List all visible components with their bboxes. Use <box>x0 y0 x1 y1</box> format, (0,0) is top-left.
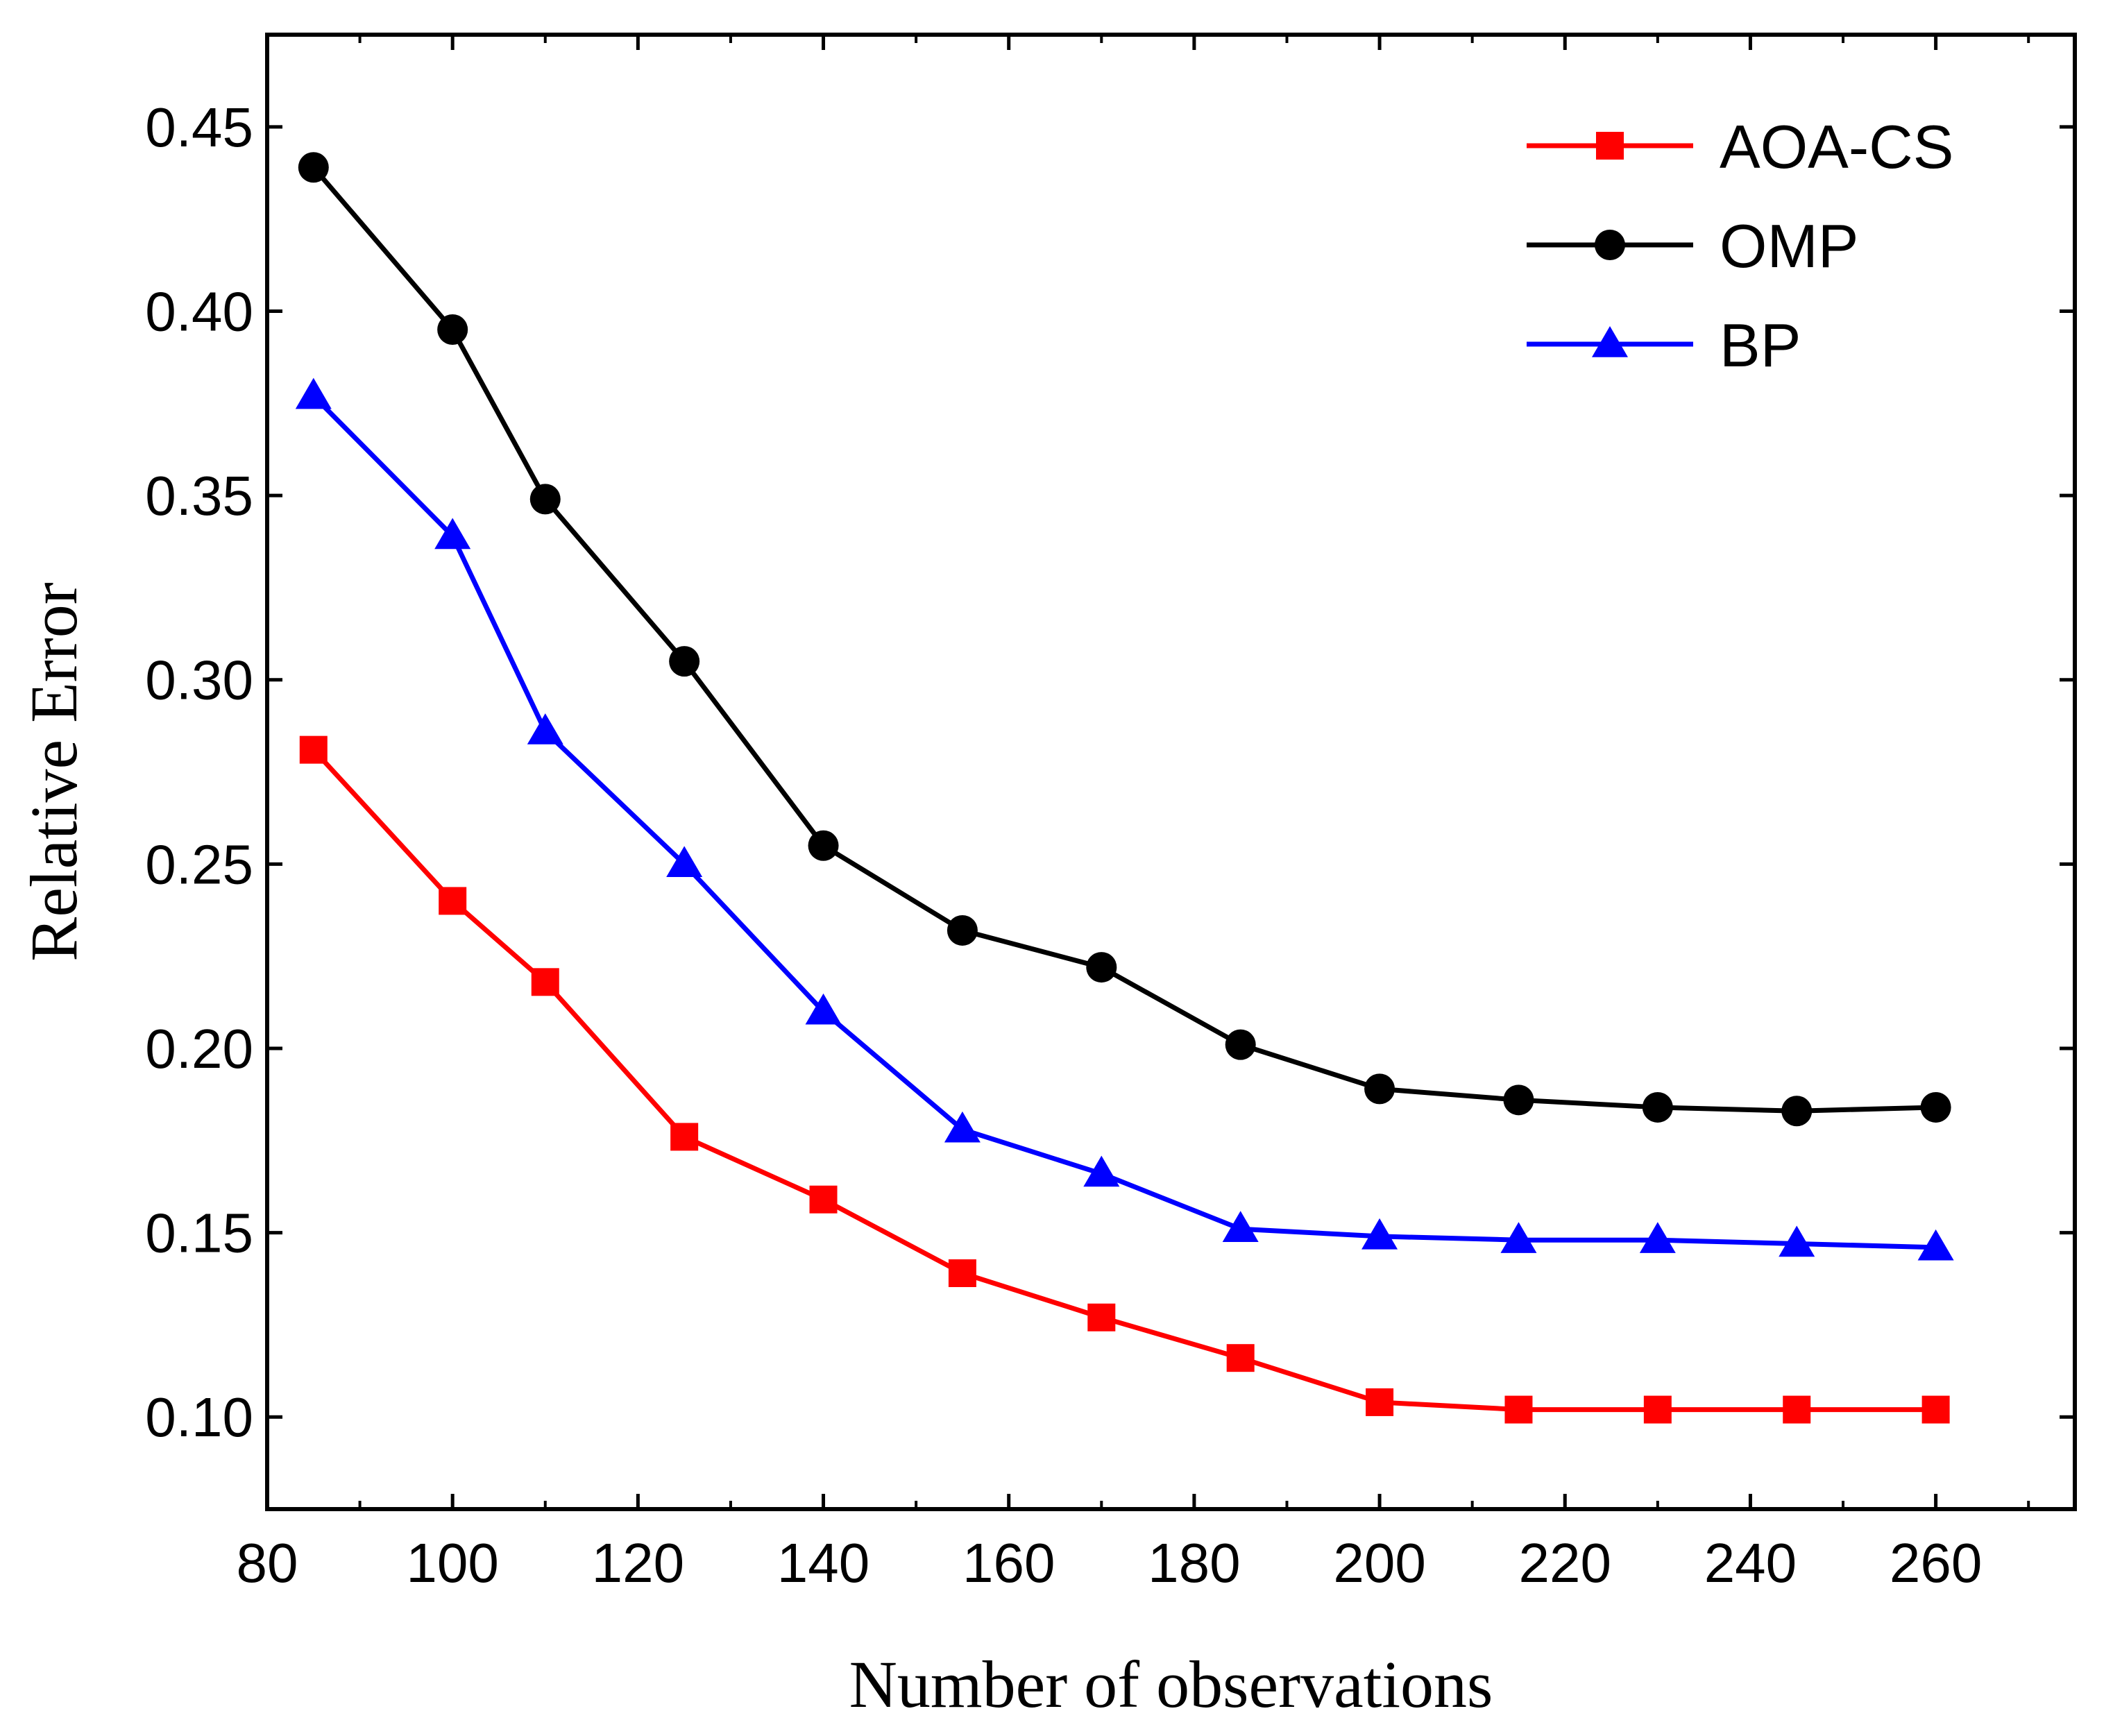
x-tick-label: 160 <box>962 1532 1055 1594</box>
x-tick-label: 220 <box>1519 1532 1611 1594</box>
legend-marker <box>1592 326 1628 357</box>
legend-marker <box>1596 132 1624 160</box>
y-tick-label: 0.40 <box>145 280 253 342</box>
bp-point <box>805 993 842 1025</box>
x-tick-label: 100 <box>406 1532 498 1594</box>
legend-label: OMP <box>1720 212 1858 280</box>
y-tick-label: 0.25 <box>145 833 253 895</box>
aoa-cs-point <box>1921 1395 1950 1424</box>
bp-point <box>295 377 332 409</box>
y-tick-label: 0.20 <box>145 1018 253 1080</box>
plot-frame <box>265 33 2077 1511</box>
aoa-cs-point <box>1643 1395 1672 1424</box>
omp-point <box>529 484 561 515</box>
aoa-cs-point <box>809 1185 838 1214</box>
aoa-cs-point <box>1504 1395 1533 1424</box>
bp-point <box>666 846 703 878</box>
y-tick-label: 0.15 <box>145 1202 253 1264</box>
aoa-cs-line <box>312 748 1936 1413</box>
legend-marker <box>1595 230 1625 260</box>
bp-point <box>434 518 471 550</box>
aoa-cs-point <box>531 968 559 996</box>
bp-point <box>1779 1225 1815 1257</box>
x-tick-label: 240 <box>1704 1532 1797 1594</box>
omp-point <box>298 152 329 183</box>
bp-point <box>1222 1211 1259 1242</box>
omp-point <box>669 646 700 677</box>
y-tick-label: 0.30 <box>145 649 253 711</box>
omp-point <box>1364 1073 1395 1105</box>
y-axis-title: Relative Error <box>17 582 91 961</box>
omp-point <box>1503 1084 1534 1116</box>
legend-label: BP <box>1720 311 1801 380</box>
omp-point <box>808 830 839 861</box>
bp-point <box>1639 1222 1676 1253</box>
series-aoa-cs <box>299 735 1950 1424</box>
bp-point <box>527 713 563 744</box>
omp-point <box>1086 952 1117 983</box>
omp-point <box>437 314 468 345</box>
x-axis-title: Number of observations <box>849 1647 1493 1721</box>
y-tick-label: 0.10 <box>145 1386 253 1448</box>
aoa-cs-point <box>439 887 467 915</box>
y-tick-label: 0.35 <box>145 465 253 527</box>
aoa-cs-point <box>948 1259 976 1287</box>
x-tick-label: 120 <box>592 1532 684 1594</box>
x-tick-label: 80 <box>237 1532 298 1594</box>
aoa-cs-point <box>1366 1388 1394 1416</box>
aoa-cs-point <box>299 735 328 764</box>
omp-point <box>1781 1096 1813 1127</box>
x-tick-label: 200 <box>1333 1532 1425 1594</box>
aoa-cs-point <box>670 1123 699 1151</box>
bp-point <box>1361 1218 1398 1250</box>
legend: AOA-CS OMP BP <box>1527 112 1953 380</box>
bp-point <box>944 1111 981 1143</box>
bp-point <box>1083 1155 1120 1187</box>
legend-entry-omp: OMP <box>1527 212 1858 280</box>
x-tick-label: 140 <box>777 1532 869 1594</box>
series-omp <box>298 152 1951 1127</box>
x-tick-label: 260 <box>1890 1532 1982 1594</box>
legend-entry-aoa-cs: AOA-CS <box>1527 112 1953 181</box>
series-bp <box>295 377 1954 1261</box>
aoa-cs-point <box>1226 1344 1255 1372</box>
x-tick-label: 180 <box>1148 1532 1240 1594</box>
bp-point <box>1500 1222 1537 1253</box>
omp-point <box>1642 1091 1673 1123</box>
legend-label: AOA-CS <box>1720 112 1953 181</box>
aoa-cs-point <box>1783 1395 1811 1424</box>
omp-point <box>1920 1091 1951 1123</box>
y-tick-label: 0.45 <box>145 96 253 158</box>
bp-line <box>312 394 1936 1250</box>
legend-entry-bp: BP <box>1527 311 1801 380</box>
omp-point <box>1225 1029 1256 1060</box>
omp-point <box>947 914 978 946</box>
bp-point <box>1917 1229 1954 1261</box>
aoa-cs-point <box>1087 1303 1116 1331</box>
